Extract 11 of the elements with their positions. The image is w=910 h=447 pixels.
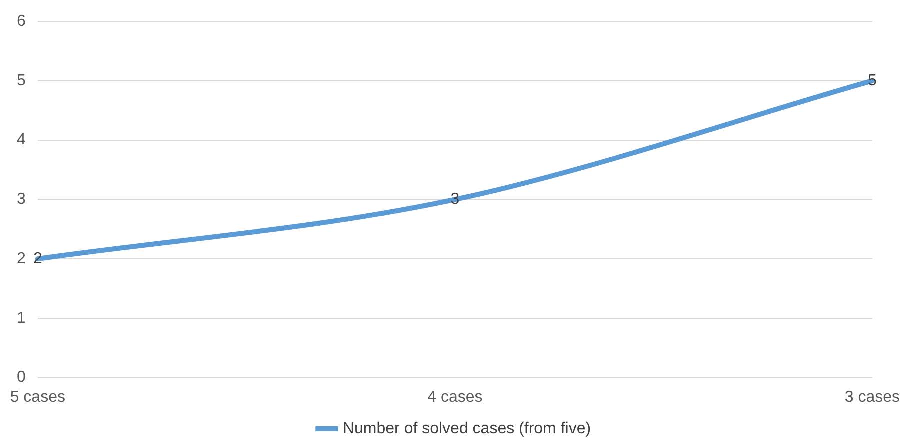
y-tick-label: 4 (16, 132, 26, 149)
x-tick-label: 3 cases (844, 388, 900, 406)
y-tick-label: 1 (16, 310, 26, 327)
y-tick-label: 3 (16, 191, 26, 208)
y-tick-label: 2 (16, 250, 26, 268)
legend-label: Number of solved cases (from five) (342, 420, 592, 438)
x-tick-label: 4 cases (428, 388, 483, 406)
y-tick-label: 5 (16, 72, 26, 90)
y-tick-label: 6 (16, 13, 26, 30)
x-tick-label: 5 cases (10, 388, 66, 406)
y-tick-label: 0 (16, 369, 26, 386)
